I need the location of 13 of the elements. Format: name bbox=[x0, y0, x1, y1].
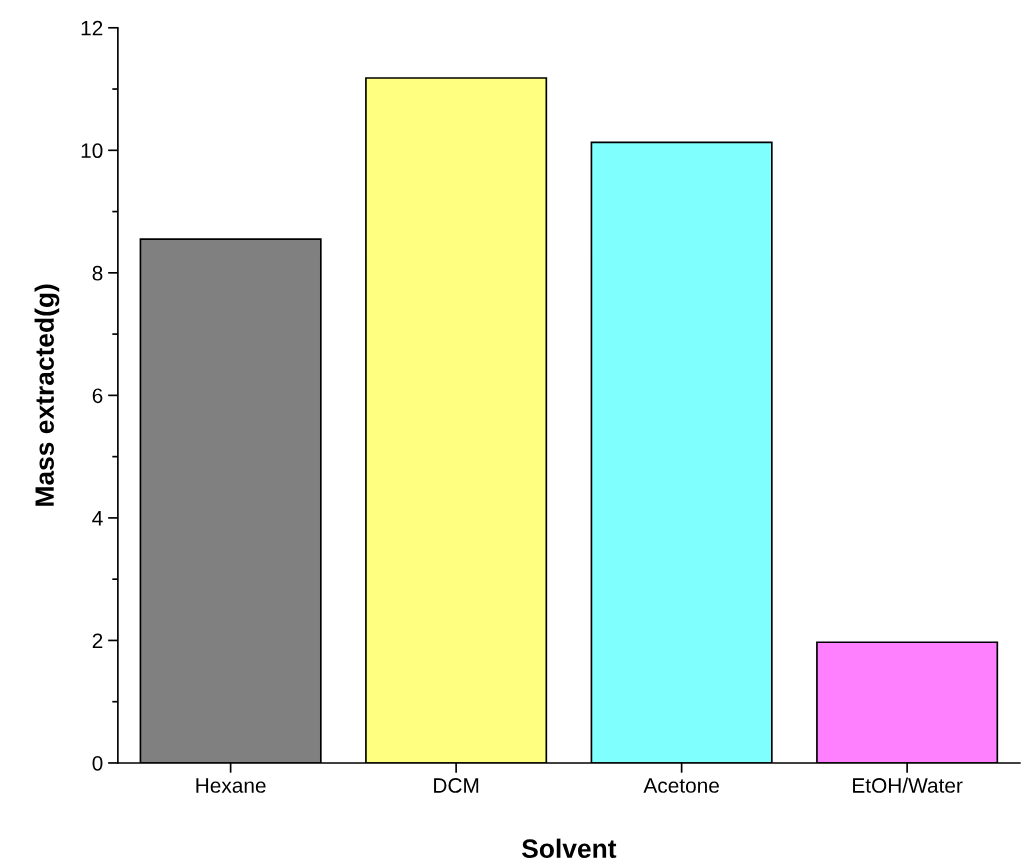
y-tick-label: 12 bbox=[81, 20, 103, 36]
y-tick-label: 8 bbox=[92, 265, 103, 281]
x-tick-label: DCM bbox=[434, 778, 479, 793]
y-tick-label: 2 bbox=[92, 633, 103, 648]
y-tick-label: 10 bbox=[81, 143, 103, 159]
y-tick-label: 4 bbox=[92, 511, 103, 526]
y-tick-label: 0 bbox=[92, 755, 103, 771]
y-tick-label: 6 bbox=[92, 388, 103, 404]
y-axis-title: Mass extracted(g) bbox=[34, 284, 60, 506]
x-axis-title: Solvent bbox=[521, 838, 617, 859]
x-tick-label: Hexane bbox=[196, 778, 266, 793]
x-tick-label: EtOH/Water bbox=[853, 777, 963, 793]
x-tick-label: Acetone bbox=[643, 778, 719, 793]
